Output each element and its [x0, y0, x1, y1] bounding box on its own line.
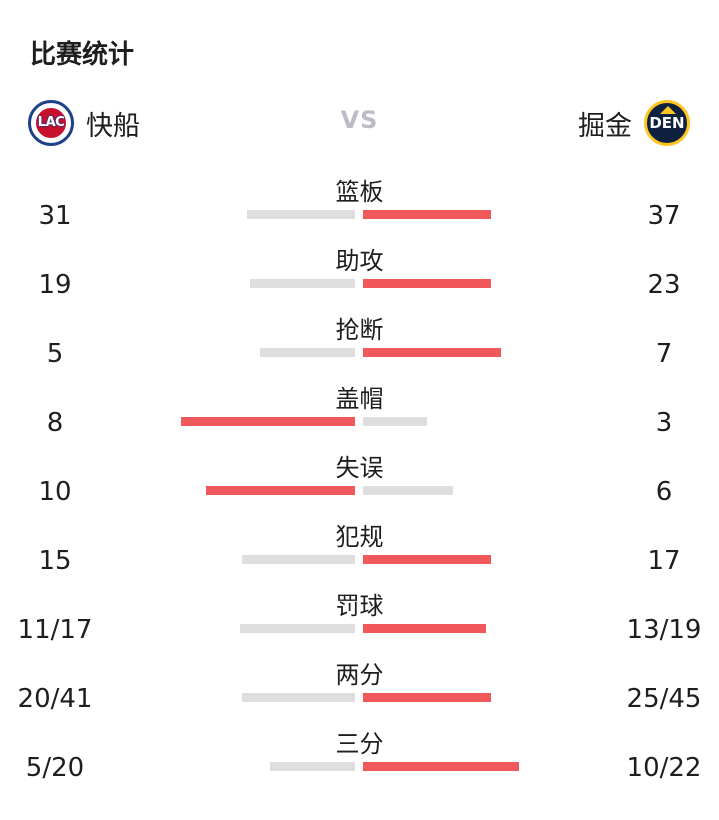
stat-bar-right	[363, 417, 427, 426]
stat-row: 抢断 5 7	[0, 308, 719, 377]
team-left[interactable]: LAC 快船	[28, 100, 140, 146]
nuggets-logo-icon: DEN	[644, 100, 690, 146]
stat-bar-right	[363, 693, 491, 702]
stat-bar-right	[363, 486, 453, 495]
stat-bar-left	[247, 210, 355, 219]
stat-bar-left	[240, 624, 355, 633]
team-right-name: 掘金	[578, 110, 632, 142]
stat-value-right: 13/19	[626, 615, 702, 645]
stat-value-left: 19	[38, 270, 72, 300]
stat-bar-right	[363, 555, 491, 564]
stat-value-left: 20/41	[17, 684, 93, 714]
stat-bar-left	[270, 762, 355, 771]
stat-value-right: 17	[647, 546, 681, 576]
team-right[interactable]: 掘金 DEN	[578, 100, 690, 146]
stat-row: 助攻 19 23	[0, 239, 719, 308]
stat-bar-right	[363, 210, 491, 219]
stat-value-right: 37	[647, 201, 681, 231]
stat-label: 犯规	[335, 523, 384, 551]
stat-bar-right	[363, 624, 486, 633]
stat-value-left: 11/17	[17, 615, 93, 645]
stats-list: 篮板 31 37 助攻 19 23 抢断 5 7 盖帽 8 3 失误 10 6 犯规 15 17 罚球 11/17 13…	[0, 170, 719, 791]
stat-row: 盖帽 8 3	[0, 377, 719, 446]
stat-label: 三分	[335, 730, 384, 758]
stat-value-right: 7	[655, 339, 673, 369]
stat-label: 篮板	[335, 178, 384, 206]
stat-value-right: 10/22	[626, 753, 702, 783]
stat-bar-left	[250, 279, 355, 288]
page-title: 比赛统计	[30, 40, 135, 70]
team-left-name: 快船	[86, 110, 140, 142]
stat-row: 两分 20/41 25/45	[0, 653, 719, 722]
stat-bar-left	[260, 348, 355, 357]
stat-bar-right	[363, 762, 519, 771]
stat-label: 盖帽	[335, 385, 384, 413]
stat-label: 抢断	[335, 316, 384, 344]
vs-label: VS	[340, 106, 379, 134]
stat-value-left: 5	[46, 339, 64, 369]
stat-value-right: 23	[647, 270, 681, 300]
stat-label: 助攻	[335, 247, 384, 275]
stat-value-right: 6	[655, 477, 673, 507]
stat-row: 罚球 11/17 13/19	[0, 584, 719, 653]
teams-header: LAC 快船 VS 掘金 DEN	[0, 96, 719, 148]
stat-row: 三分 5/20 10/22	[0, 722, 719, 791]
stat-bar-left	[181, 417, 355, 426]
stat-value-left: 15	[38, 546, 72, 576]
stat-label: 两分	[335, 661, 384, 689]
stat-value-right: 3	[655, 408, 673, 438]
stat-row: 失误 10 6	[0, 446, 719, 515]
stat-bar-left	[242, 555, 355, 564]
stat-bar-right	[363, 348, 501, 357]
stat-bar-right	[363, 279, 491, 288]
stat-value-left: 5/20	[25, 753, 85, 783]
stat-value-left: 8	[46, 408, 64, 438]
stat-label: 失误	[335, 454, 384, 482]
stat-bar-left	[206, 486, 355, 495]
stat-value-left: 10	[38, 477, 72, 507]
stat-row: 篮板 31 37	[0, 170, 719, 239]
stat-value-right: 25/45	[626, 684, 702, 714]
stat-value-left: 31	[38, 201, 72, 231]
clippers-logo-icon: LAC	[28, 100, 74, 146]
stat-bar-left	[242, 693, 355, 702]
stat-label: 罚球	[335, 592, 384, 620]
stat-row: 犯规 15 17	[0, 515, 719, 584]
